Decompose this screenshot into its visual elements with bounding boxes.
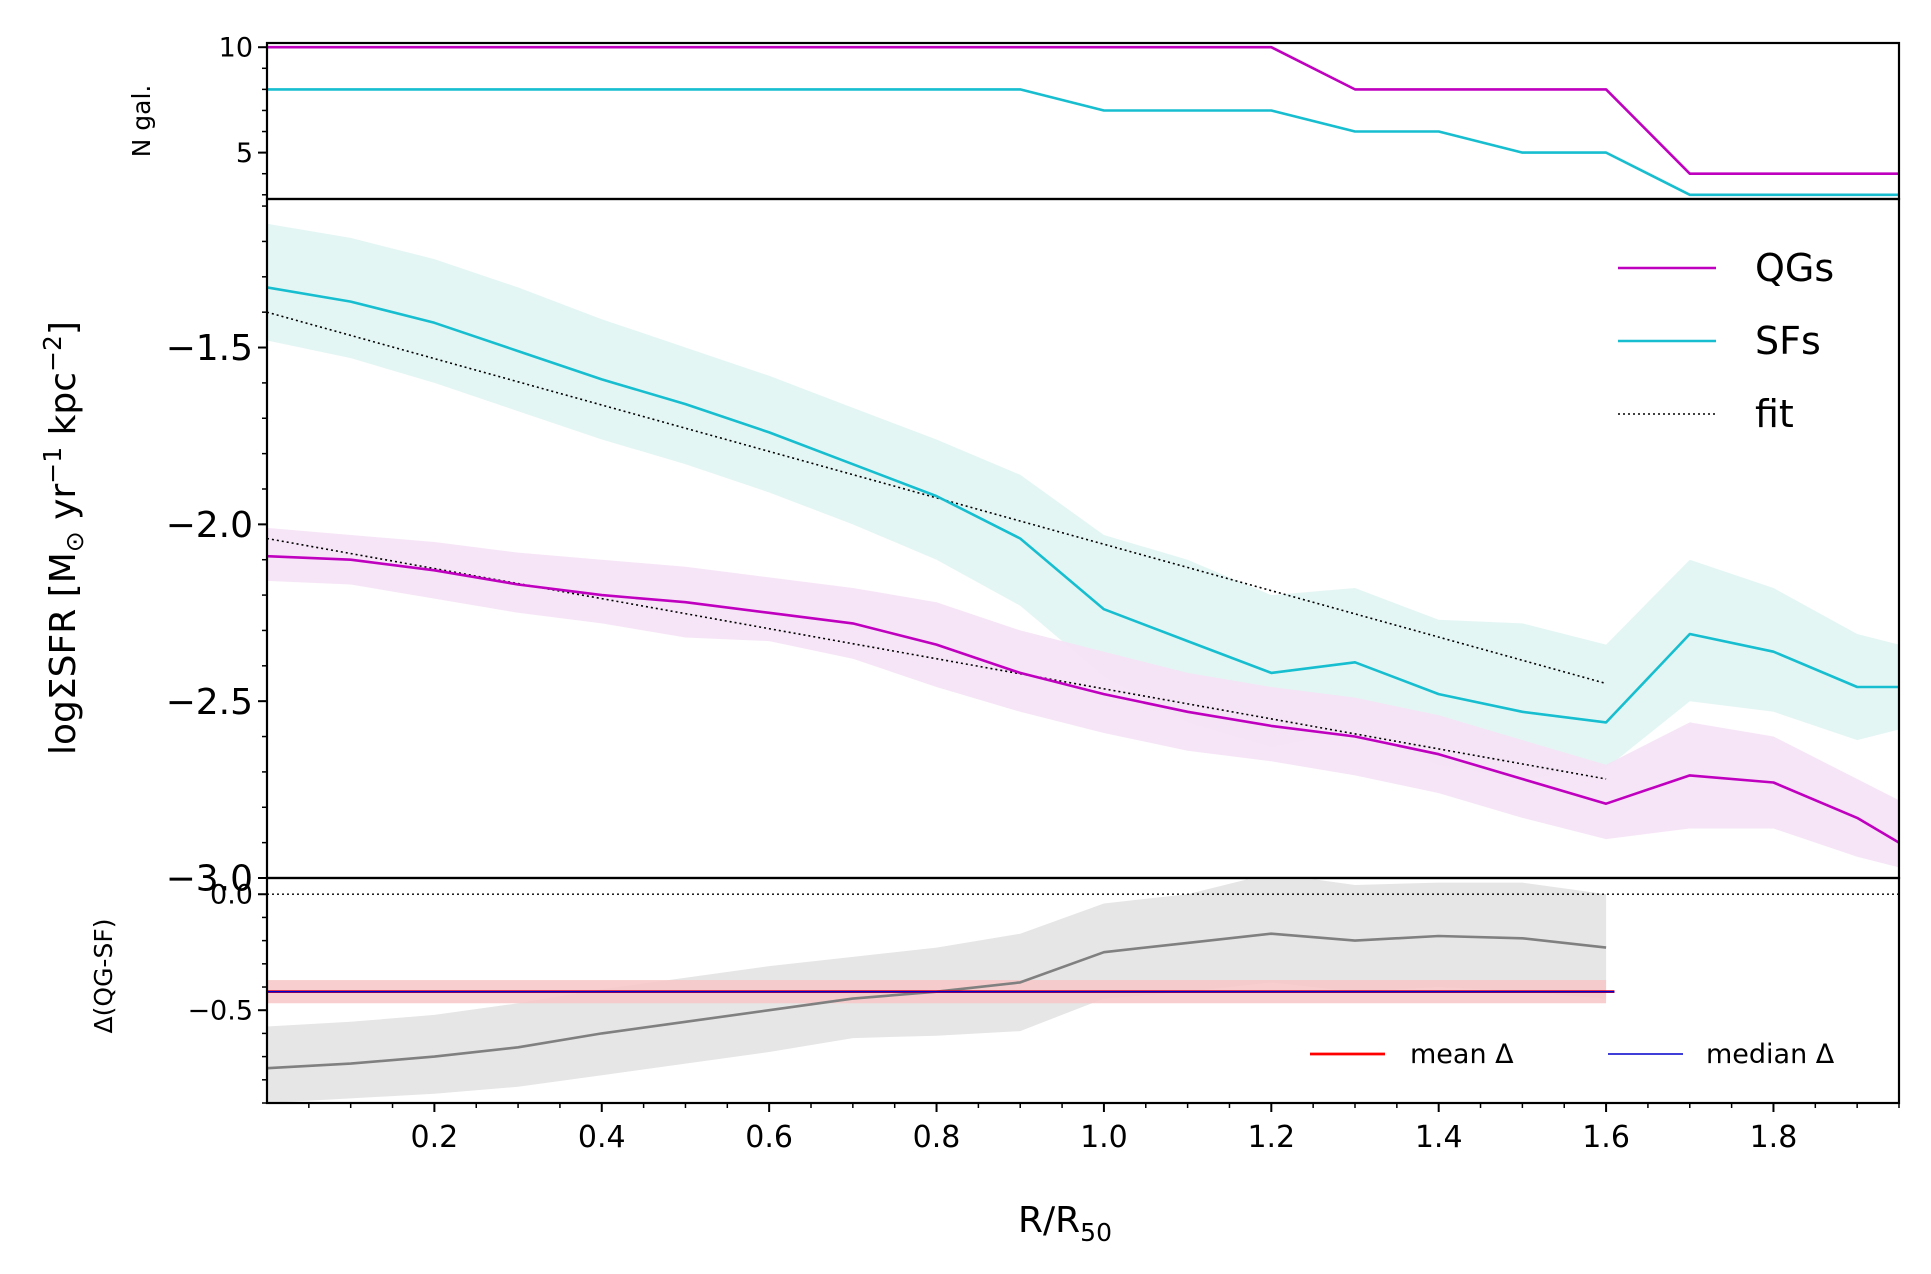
x-tick-label: 1.6 bbox=[1582, 1120, 1630, 1155]
panel-main: −3.0 −2.5 −2.0 −1.5 logΣSFR [M⊙ yr−1 kpc−2]… bbox=[38, 197, 1901, 900]
top-series-group bbox=[267, 45, 1899, 197]
main-ylabel-sup1: −1 bbox=[38, 447, 67, 484]
legend-label-mean: mean Δ bbox=[1410, 1039, 1514, 1070]
main-ylabel-sup2: −2 bbox=[38, 335, 67, 372]
bottom-x-axis: 0.2 0.4 0.6 0.8 1.0 1.2 1.4 1.6 1.8 bbox=[308, 1103, 1900, 1155]
legend-label-median: median Δ bbox=[1706, 1039, 1835, 1070]
x-tick-label: 0.2 bbox=[411, 1120, 459, 1155]
main-y-tick-label: −2.5 bbox=[166, 682, 253, 723]
main-y-tick-label: −2.0 bbox=[166, 505, 253, 546]
legend-label-fit: fit bbox=[1755, 392, 1794, 436]
main-legend: QGs SFs fit bbox=[1618, 246, 1834, 436]
x-axis-label-main: R/R bbox=[1018, 1200, 1080, 1241]
top-y-tick-label: 5 bbox=[236, 138, 253, 169]
main-ylabel-mid2: kpc bbox=[43, 372, 84, 447]
main-line-qgs bbox=[267, 554, 1899, 844]
main-ylabel-sub: ⊙ bbox=[60, 531, 89, 552]
top-y-axis-label: N gal. bbox=[127, 85, 156, 158]
panel-bottom: 0.0 −0.5 0.2 0.4 0.6 0.8 1.0 1.2 1.4 1.6 1.8 Δ(QG… bbox=[89, 876, 1901, 1155]
bottom-y-axis: 0.0 −0.5 bbox=[187, 880, 267, 1104]
main-bands-group bbox=[267, 223, 1899, 868]
panel-top: 5 10 N gal. bbox=[127, 33, 1901, 201]
bottom-frame bbox=[265, 876, 1901, 1105]
main-ylabel-suffix: ] bbox=[43, 321, 84, 335]
bottom-series-group bbox=[267, 878, 1899, 1103]
x-tick-label: 1.2 bbox=[1247, 1120, 1295, 1155]
top-line-sfs bbox=[267, 88, 1899, 197]
x-tick-label: 0.4 bbox=[578, 1120, 626, 1155]
main-y-tick-label: −1.5 bbox=[166, 328, 253, 369]
main-fit-line-1 bbox=[267, 311, 1607, 685]
main-lines-group bbox=[267, 286, 1899, 844]
main-ylabel-mid1: yr bbox=[43, 484, 84, 532]
bottom-y-tick-label: −0.5 bbox=[187, 996, 253, 1027]
x-tick-label: 0.6 bbox=[745, 1120, 793, 1155]
main-line-sfs bbox=[267, 286, 1899, 724]
main-ylabel-prefix: logΣSFR [M bbox=[43, 552, 84, 755]
main-band-sfs bbox=[267, 223, 1899, 780]
main-band-qgs bbox=[267, 527, 1899, 868]
legend-label-sfs: SFs bbox=[1755, 319, 1821, 363]
bottom-y-axis-label: Δ(QG-SF) bbox=[89, 919, 118, 1034]
x-tick-label: 0.8 bbox=[913, 1120, 961, 1155]
top-line-qgs bbox=[267, 45, 1899, 175]
legend-label-qgs: QGs bbox=[1755, 246, 1834, 290]
x-tick-label: 1.8 bbox=[1750, 1120, 1798, 1155]
main-y-tick-label: −3.0 bbox=[166, 859, 253, 900]
x-axis-label-sub: 50 bbox=[1080, 1218, 1112, 1247]
bottom-y-tick-label: 0.0 bbox=[210, 880, 253, 911]
bottom-legend: mean Δ median Δ bbox=[1310, 1039, 1835, 1070]
top-y-tick-label: 10 bbox=[219, 33, 253, 64]
top-y-axis: 5 10 bbox=[219, 33, 267, 196]
main-y-axis: −3.0 −2.5 −2.0 −1.5 bbox=[166, 205, 267, 900]
x-tick-label: 1.0 bbox=[1080, 1120, 1128, 1155]
x-tick-label: 1.4 bbox=[1415, 1120, 1463, 1155]
main-y-axis-label: logΣSFR [M⊙ yr−1 kpc−2] bbox=[38, 321, 89, 755]
x-axis-label: R/R50 bbox=[1018, 1200, 1112, 1247]
